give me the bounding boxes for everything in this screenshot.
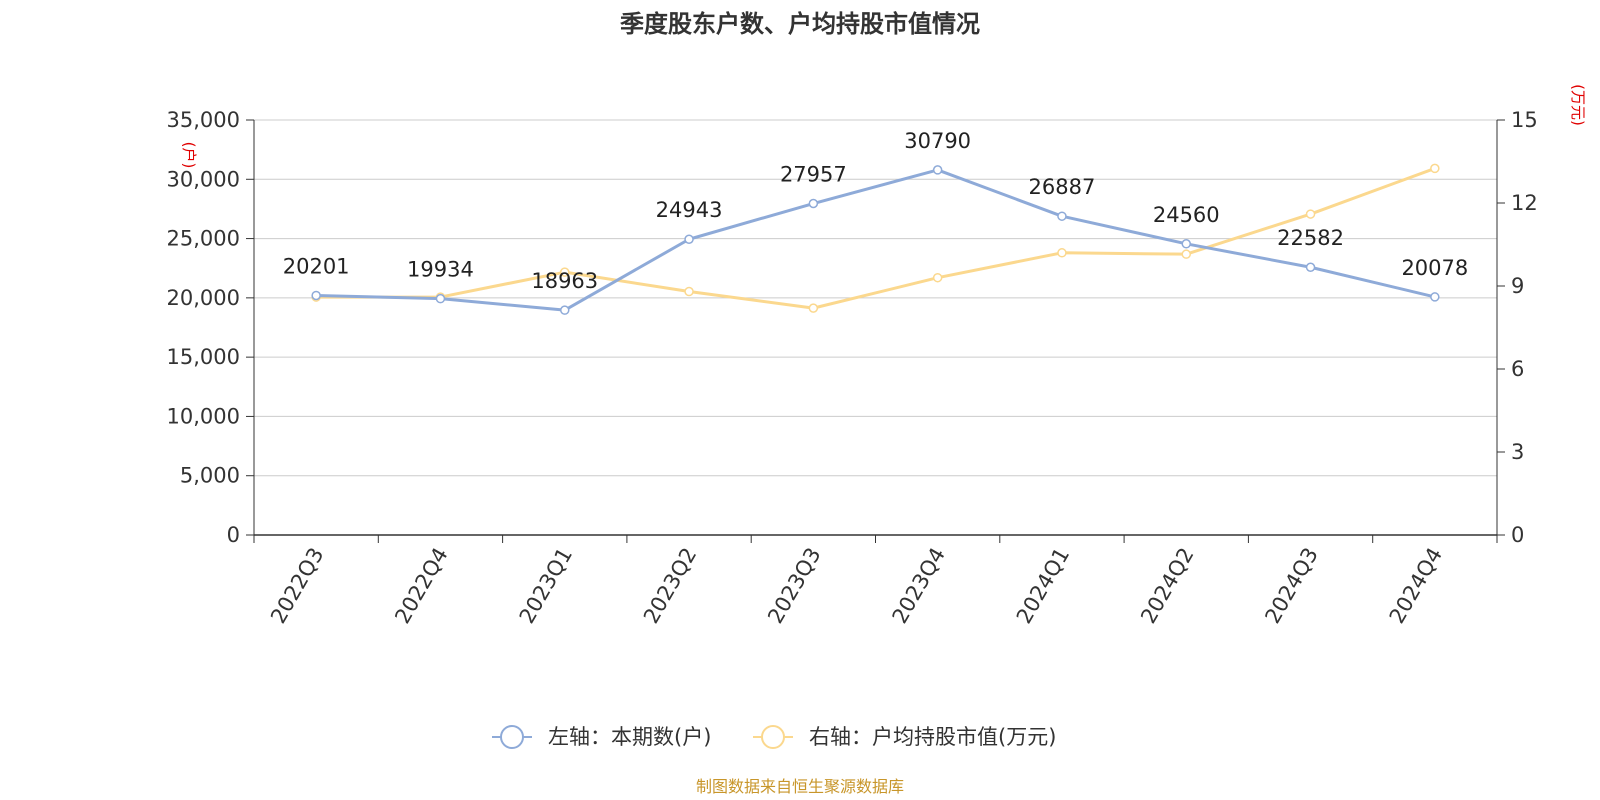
data-label: 26887 [1029,175,1096,199]
data-label: 20201 [283,254,350,278]
data-point [435,293,446,304]
data-point [808,303,819,313]
legend: 左轴：本期数(户) 右轴：户均持股市值(万元) [492,725,1056,749]
right-axis-ticks: 0 3 6 9 12 15 [1497,108,1538,547]
data-point [932,272,943,283]
chart-title: 季度股东户数、户均持股市值情况 [620,10,980,38]
data-point [1305,209,1316,219]
category-label: 2023Q2 [639,544,701,628]
right-tick-label: 0 [1511,523,1524,547]
series-line [316,168,1436,312]
category-label: 2023Q1 [515,544,577,628]
data-point [684,234,694,244]
data-label: 19934 [407,258,474,282]
category-label: 2023Q4 [888,544,950,628]
category-label: 2024Q3 [1260,544,1322,628]
series-line [316,167,1436,310]
data-point [808,198,819,209]
data-point [1430,163,1440,174]
right-axis-unit: (万元) [1569,84,1587,126]
right-tick-label: 6 [1511,357,1524,381]
data-point [311,290,321,301]
left-axis-ticks: 0 5,000 10,000 15,000 20,000 25,000 30,000 35,0… [167,108,254,547]
legend-item-avg-value[interactable]: 右轴：户均持股市值(万元) [753,725,1056,749]
left-tick-label: 15,000 [167,345,240,369]
data-label: 27957 [780,163,847,187]
right-tick-label: 15 [1511,108,1538,132]
source-note: 制图数据来自恒生聚源数据库 [696,777,904,796]
left-tick-label: 5,000 [180,464,240,488]
category-labels: 2022Q3 2022Q4 2023Q1 2023Q2 2023Q3 2023Q4 2024… [266,544,1447,628]
right-tick-label: 12 [1511,191,1538,215]
data-point [932,165,943,175]
category-label: 2024Q4 [1385,544,1447,628]
data-label: 24943 [656,198,723,222]
category-label: 2022Q4 [390,544,452,628]
data-label: 24560 [1153,203,1220,227]
category-label: 2022Q3 [266,544,328,628]
left-tick-label: 20,000 [167,286,240,310]
data-label: 22582 [1277,226,1344,250]
data-point [1181,239,1191,249]
data-point [1057,211,1067,221]
legend-circle-icon [500,725,524,749]
data-label: 20078 [1401,256,1468,280]
left-tick-label: 30,000 [167,167,240,191]
data-point [560,305,570,315]
axes [253,120,1498,543]
legend-item-holders[interactable]: 左轴：本期数(户) [492,725,711,749]
data-point [1430,292,1440,302]
data-point [560,267,570,277]
data-point [1305,262,1316,272]
category-label: 2023Q3 [763,544,825,628]
legend-label-holders: 左轴：本期数(户) [548,725,711,749]
series-left-holders [311,165,1440,315]
left-tick-label: 10,000 [167,404,240,428]
data-point [1181,249,1191,259]
right-tick-label: 9 [1511,274,1524,298]
left-axis-unit: (户) [180,142,198,169]
grid [254,119,1497,477]
left-tick-label: 35,000 [167,108,240,132]
data-label: 18963 [531,269,598,293]
right-tick-label: 3 [1511,440,1524,464]
data-label: 30790 [904,129,971,153]
category-label: 2024Q1 [1012,544,1074,628]
legend-circle-icon [761,725,785,749]
category-label: 2024Q2 [1136,544,1198,628]
legend-label-avg-value: 右轴：户均持股市值(万元) [809,725,1056,749]
data-point [1057,248,1067,258]
data-labels: 20201 19934 18963 24943 27957 30790 26887 24560… [283,129,1469,293]
left-tick-label: 25,000 [167,227,240,251]
data-point [684,286,694,297]
left-tick-label: 0 [227,523,240,547]
